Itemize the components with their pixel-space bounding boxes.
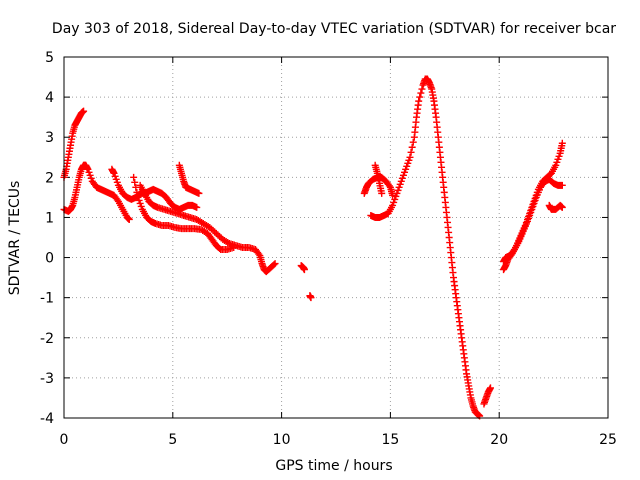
x-tick-label: 5: [168, 432, 177, 448]
data-point: [389, 191, 397, 199]
y-tick-label: -3: [40, 371, 54, 387]
x-tick-label: 20: [490, 432, 508, 448]
data-point: [271, 260, 279, 268]
y-tick-label: 1: [45, 210, 54, 226]
data-point: [558, 181, 566, 189]
y-tick-label: -1: [40, 291, 54, 307]
data-point: [255, 250, 263, 258]
data-point: [130, 173, 138, 181]
series-track-f: [175, 161, 203, 197]
data-points: [60, 75, 566, 420]
chart-title: Day 303 of 2018, Sidereal Day-to-day VTE…: [52, 21, 616, 37]
series-track-g: [297, 262, 308, 274]
data-point: [408, 143, 416, 151]
data-point: [558, 139, 566, 147]
data-point: [416, 93, 424, 101]
x-tick-label: 10: [273, 432, 291, 448]
series-track-d: [130, 173, 238, 254]
series-track-o: [545, 201, 566, 213]
grid-lines: [64, 57, 608, 418]
series-track-k: [367, 75, 484, 420]
data-point: [406, 153, 414, 161]
y-tick-label: -2: [40, 331, 54, 347]
data-point: [385, 182, 393, 190]
data-point: [125, 215, 133, 223]
y-axis-label: SDTVAR / TECUs: [7, 181, 23, 296]
data-point: [80, 107, 88, 115]
data-point: [224, 239, 232, 247]
y-tick-label: 2: [45, 170, 54, 186]
series-track-l: [480, 384, 494, 408]
tick-labels: 0 5 10 15 20 25 -4 -3 -2 -1 0 1 2 3 4 5: [40, 50, 617, 448]
series-track-j: [371, 161, 386, 197]
data-point: [418, 85, 426, 93]
data-point: [415, 97, 423, 105]
series-track-h: [306, 292, 315, 302]
series-track-i: [360, 173, 397, 199]
data-point: [486, 384, 494, 392]
x-tick-label: 25: [599, 432, 617, 448]
x-tick-label: 0: [60, 432, 69, 448]
y-tick-label: 3: [45, 130, 54, 146]
data-point: [407, 148, 415, 156]
data-point: [193, 203, 201, 211]
data-point: [509, 247, 517, 255]
series-track-n: [500, 175, 566, 266]
data-point: [131, 178, 139, 186]
data-point: [558, 203, 566, 211]
axis-ticks: [63, 56, 609, 419]
data-point: [409, 138, 417, 146]
plot-frame: [63, 56, 609, 419]
data-point: [378, 189, 386, 197]
y-tick-label: 4: [45, 90, 54, 106]
data-point: [307, 294, 315, 302]
y-tick-label: -4: [40, 411, 54, 427]
data-point: [113, 196, 121, 204]
series-track-c: [108, 165, 201, 213]
data-point: [300, 266, 308, 274]
y-tick-label: 0: [45, 251, 54, 267]
data-point: [195, 189, 203, 197]
y-tick-label: 5: [45, 50, 54, 66]
data-point: [133, 188, 141, 196]
x-axis-label: GPS time / hours: [275, 458, 392, 474]
x-tick-label: 15: [381, 432, 399, 448]
series-track-e: [136, 181, 279, 276]
data-point: [417, 89, 425, 97]
series-track-b: [60, 161, 133, 223]
data-point: [270, 261, 278, 269]
